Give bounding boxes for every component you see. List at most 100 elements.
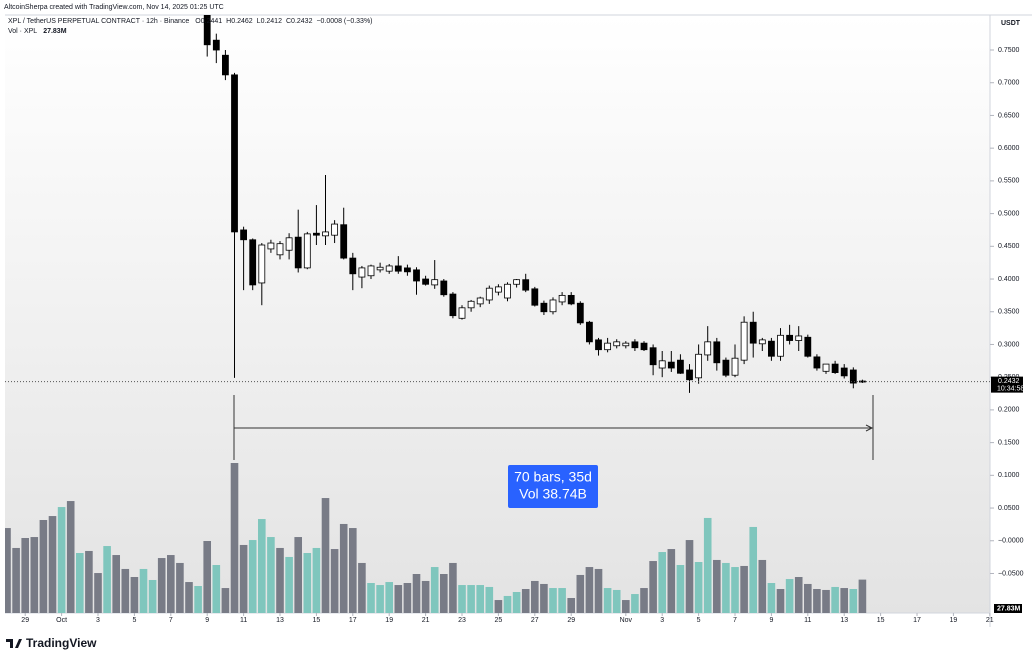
x-tick-label: 11	[804, 617, 811, 624]
volume-bar	[540, 583, 548, 613]
candle-body	[567, 294, 575, 305]
volume-bar	[521, 589, 530, 613]
volume-bar	[731, 567, 739, 613]
x-tick-label: 29	[21, 617, 29, 624]
candle-body	[649, 347, 657, 366]
candle-body	[840, 367, 848, 377]
candle-body	[413, 269, 420, 282]
volume-bar	[658, 552, 667, 613]
ohlc-value: 0.2432	[291, 18, 313, 25]
symbol-line: XPL / TetherUS PERPETUAL CONTRACT · 12h …	[8, 18, 373, 25]
x-tick-label: 15	[313, 617, 321, 624]
volume-bar	[531, 580, 539, 613]
candle-body	[686, 369, 693, 381]
volume-bar	[194, 586, 202, 613]
x-tick-label: 17	[913, 617, 921, 624]
volume-bar	[512, 592, 521, 613]
volume-marker-label: 27.83M	[997, 605, 1021, 612]
candle-body	[376, 266, 384, 271]
volume-bar	[831, 586, 839, 613]
volume-bar	[467, 585, 475, 613]
volume-bar	[267, 537, 275, 613]
candle-body	[786, 334, 794, 341]
volume-bar	[39, 520, 48, 613]
volume-bar	[48, 516, 57, 613]
volume-bar	[203, 541, 212, 613]
measure-tool: 70 bars, 35d Vol 38.74B	[233, 395, 874, 508]
brand: TradingView	[26, 636, 97, 650]
volume-bar	[694, 562, 703, 613]
x-tick-label: 23	[458, 617, 466, 624]
candle-body	[313, 232, 320, 236]
volume-bar	[749, 526, 758, 613]
x-tick-label: 9	[769, 617, 773, 624]
candle-body	[476, 297, 484, 305]
volume-bar	[676, 565, 685, 613]
candle-body	[504, 283, 511, 299]
x-tick-label: 5	[697, 617, 701, 624]
volume-bar	[130, 577, 139, 613]
last-price: 0.2432	[998, 378, 1020, 385]
volume-bar	[167, 555, 175, 613]
ohlc-label: C	[286, 18, 291, 25]
volume-bar	[622, 600, 630, 613]
volume-bar	[722, 562, 730, 613]
volume-bar	[804, 583, 812, 613]
volume-bar	[758, 559, 767, 613]
candle-body	[349, 257, 357, 275]
ohlc-label: O	[195, 18, 201, 25]
volume-bar	[30, 537, 39, 613]
x-tick-label: 3	[96, 617, 100, 624]
volume-bar	[176, 562, 184, 613]
x-tick-label: 13	[276, 617, 284, 624]
volume-bar	[840, 588, 849, 613]
volume-bar	[385, 582, 394, 613]
candle-body	[358, 267, 366, 278]
x-tick-label: 21	[422, 617, 430, 624]
candle-body	[795, 335, 803, 341]
candle-body	[722, 359, 730, 376]
y-tick-label: 0.0500	[998, 505, 1020, 512]
candle-body	[831, 363, 839, 373]
candle-body	[294, 236, 302, 269]
volume-bar	[285, 556, 293, 613]
volume-bar	[230, 463, 239, 613]
volume-bar	[312, 547, 321, 613]
candle-body	[777, 334, 784, 357]
volume-bar	[740, 565, 748, 613]
candle-body	[340, 224, 348, 259]
y-tick-label: 0.3500	[998, 309, 1020, 316]
x-tick-label: 27	[531, 617, 539, 624]
candle-body	[695, 353, 703, 379]
y-tick-label: −0.0500	[998, 570, 1024, 577]
candle-body	[704, 341, 712, 356]
volume-bar	[640, 588, 648, 613]
ohlc-label: L	[257, 18, 261, 25]
volume-bar	[494, 600, 503, 613]
candle-body	[467, 300, 475, 309]
candle-body	[513, 279, 521, 285]
volume-bar	[785, 579, 794, 613]
y-tick-label: 0.2000	[998, 407, 1020, 414]
volume-bar	[394, 585, 403, 613]
y-tick-label: 0.3000	[998, 341, 1020, 348]
candle-body	[449, 293, 457, 317]
volume-bar	[12, 547, 20, 613]
x-tick-label: 17	[349, 617, 357, 624]
volume-bar	[485, 586, 494, 613]
candle-body	[458, 307, 466, 319]
candle-body	[631, 341, 639, 349]
candle-body	[258, 244, 266, 284]
candle-body	[322, 231, 329, 237]
measure-text: Vol 38.74B	[519, 486, 587, 502]
candle-body	[285, 237, 293, 251]
volume-bar	[667, 549, 676, 613]
volume-bar	[21, 538, 30, 613]
volume-bar	[503, 595, 512, 613]
candle-body	[222, 54, 229, 76]
volume-bar	[685, 540, 694, 613]
candle-body	[276, 243, 284, 256]
candle-body	[667, 361, 675, 369]
candle-body	[613, 341, 621, 347]
volume-bar	[239, 544, 248, 613]
